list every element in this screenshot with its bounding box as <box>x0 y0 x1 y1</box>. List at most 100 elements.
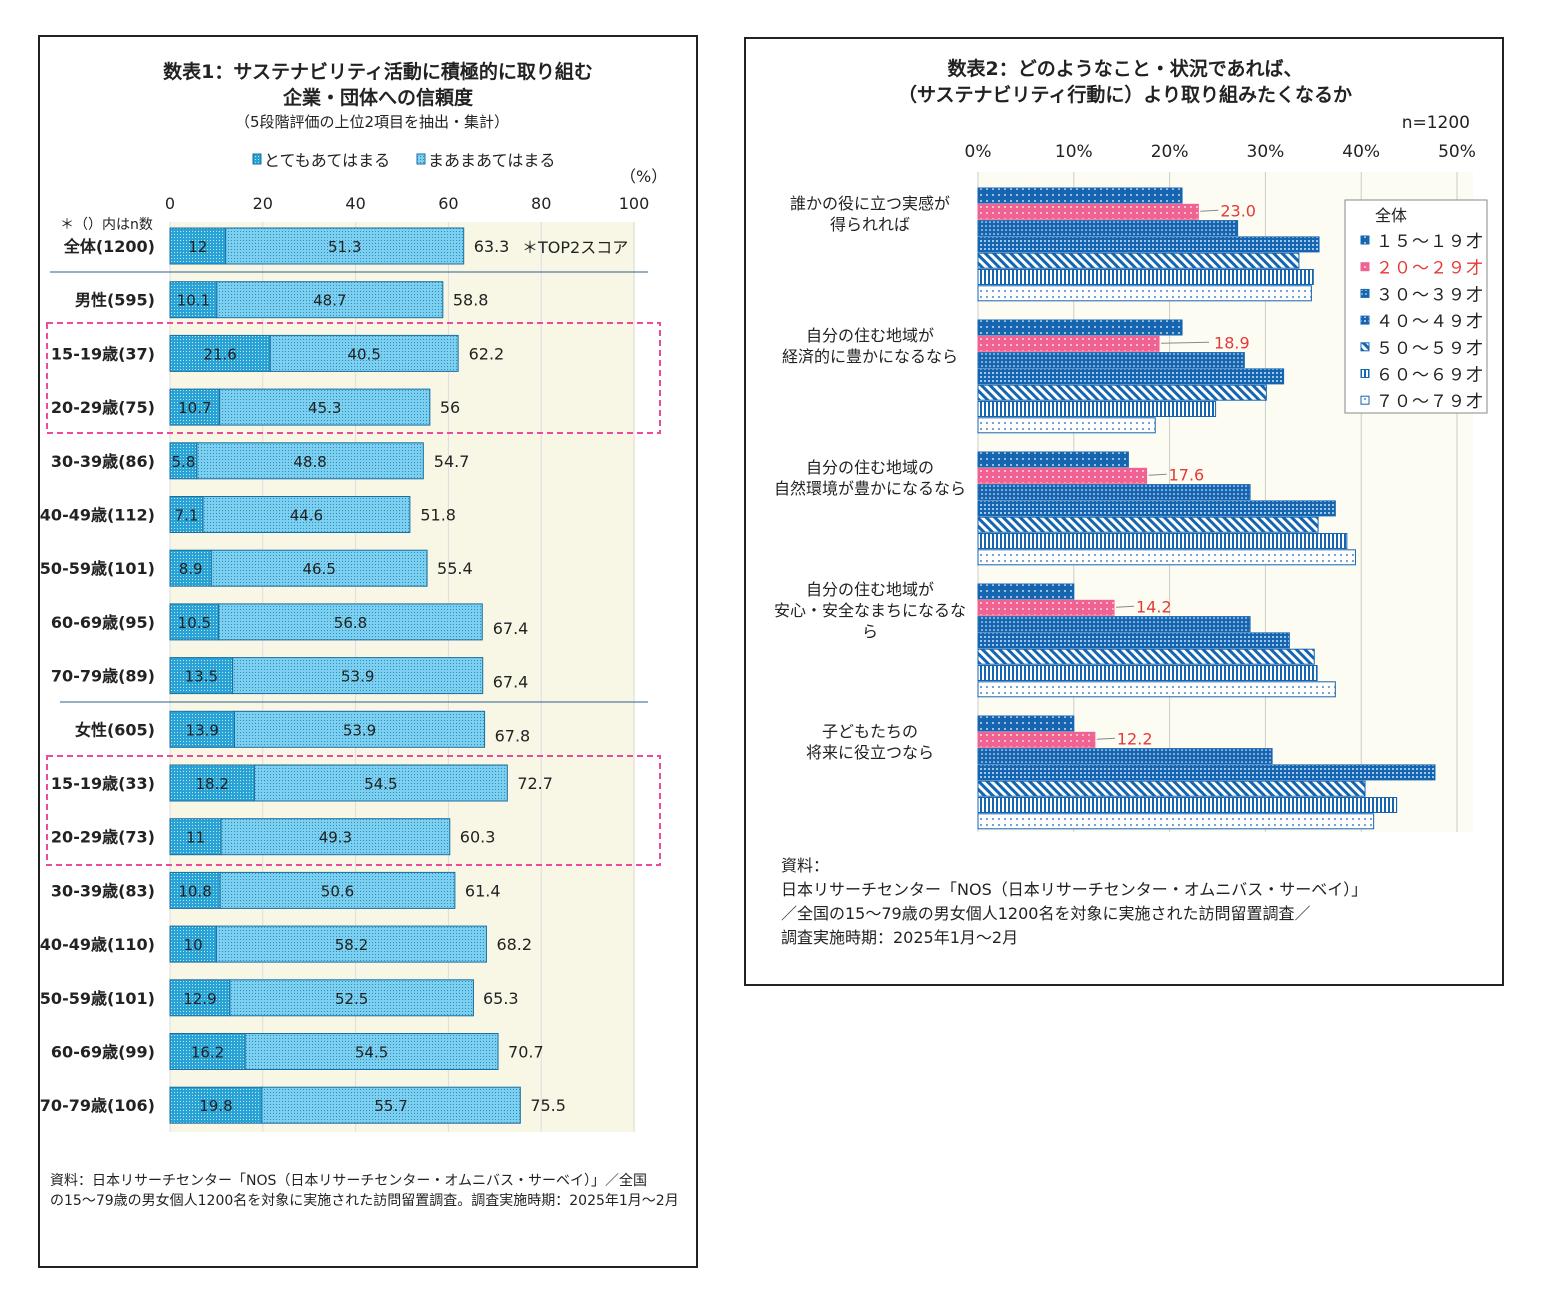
bar-segment-とてもあてはまる <box>169 227 227 265</box>
total-label: 67.8 <box>495 726 531 745</box>
total-label: 68.2 <box>496 935 532 954</box>
bar-segment-まあまあてはまる <box>233 710 486 748</box>
data-label: 12.9 <box>183 990 216 1008</box>
x-tick-label: 80 <box>531 194 551 213</box>
bar-1 <box>977 319 1183 336</box>
data-label: 19.8 <box>199 1097 232 1115</box>
data-label: 58.2 <box>335 936 368 954</box>
legend-label-1: とてもあてはまる <box>264 151 390 170</box>
total-label: 72.7 <box>517 774 553 793</box>
category-label: 自分の住む地域が安心・安全なまちになるなら <box>774 580 966 641</box>
x-tick-label: 40 <box>345 194 365 213</box>
data-label: 53.9 <box>343 721 376 739</box>
bar-1 <box>977 451 1129 468</box>
bar-segment-とてもあてはまる <box>169 496 204 533</box>
bar-2 <box>977 335 1160 352</box>
bar-segment-とてもあてはまる <box>169 764 255 802</box>
total-label: 65.3 <box>483 989 519 1008</box>
bar-segment-まあまあてはまる <box>253 764 508 802</box>
legend-swatch <box>1360 288 1370 298</box>
category-label: 子どもたちの将来に役立つなら <box>806 722 934 762</box>
bar-segment-とてもあてはまる <box>169 871 221 909</box>
x-tick-label: 20 <box>253 194 273 213</box>
data-label: 13.5 <box>185 668 218 686</box>
data-label: 40.5 <box>347 345 380 363</box>
category-label: 50-59歳(101) <box>40 559 155 578</box>
legend-label-2: まあまあてはまる <box>428 151 555 170</box>
legend-swatch <box>1360 395 1370 405</box>
bar-5 <box>977 516 1319 533</box>
data-label: 7.1 <box>175 507 199 525</box>
data-label: 21.6 <box>203 345 236 363</box>
bar-segment-とてもあてはまる <box>169 657 234 695</box>
data-label: 48.8 <box>293 453 326 471</box>
data-label: 12 <box>188 238 207 256</box>
data-label: 45.3 <box>308 399 341 417</box>
data-label: 49.3 <box>319 829 352 847</box>
bar-1 <box>977 187 1183 204</box>
data-label: 5.8 <box>172 453 196 471</box>
category-label: 20-29歳(73) <box>51 828 155 847</box>
category-label: 40-49歳(110) <box>40 935 155 954</box>
bar-7 <box>977 417 1156 434</box>
data-label: 10 <box>184 936 203 954</box>
data-label: 44.6 <box>290 507 323 525</box>
data-label: 11 <box>186 829 205 847</box>
x-tick-label: 20% <box>1151 142 1189 162</box>
unit-label: （%） <box>620 167 667 186</box>
data-label: 10.5 <box>178 614 211 632</box>
bar-3 <box>977 748 1273 765</box>
category-label: 50-59歳(101) <box>40 989 155 1008</box>
chart1-source: 資料：日本リサーチセンター「NOS（日本リサーチセンター・オムニバス・サーベイ）… <box>50 1172 679 1209</box>
leader-line <box>1161 341 1210 344</box>
bar-segment-まあまあてはまる <box>225 227 465 265</box>
total-label: 70.7 <box>508 1043 544 1062</box>
bar-segment-まあまあてはまる <box>196 442 424 480</box>
total-label: 54.7 <box>434 452 470 471</box>
bar-7 <box>977 681 1336 698</box>
legend-swatch <box>1360 262 1370 272</box>
bar-segment-まあまあてはまる <box>219 388 431 426</box>
leader-line <box>1200 209 1219 212</box>
bar-7 <box>977 285 1312 302</box>
data-label: 52.5 <box>335 990 368 1008</box>
x-tick-label: 0 <box>165 194 175 213</box>
bar-7 <box>977 549 1356 566</box>
bar-4 <box>977 500 1336 517</box>
category-label: 30-39歳(83) <box>51 881 155 900</box>
leader-line <box>1148 473 1167 476</box>
legend-swatch <box>1360 315 1370 325</box>
x-tick-label: 10% <box>1055 142 1093 162</box>
legend-swatch-1 <box>252 153 262 165</box>
bar-5 <box>977 384 1267 401</box>
total-label: 55.4 <box>437 559 473 578</box>
data-label: 16.2 <box>191 1044 224 1062</box>
bar-segment-まあまあてはまる <box>269 334 459 372</box>
data-label: 51.3 <box>328 238 361 256</box>
data-label: 18.2 <box>196 775 229 793</box>
data-label: 50.6 <box>321 882 354 900</box>
bar-4 <box>977 764 1436 781</box>
x-tick-label: 60 <box>438 194 458 213</box>
category-label: 自分の住む地域の自然環境が豊かになるなら <box>774 458 966 498</box>
bar-5 <box>977 252 1300 269</box>
data-label: 14.2 <box>1136 597 1172 616</box>
bar-segment-まあまあてはまる <box>210 549 428 587</box>
total-label: 58.8 <box>453 291 489 310</box>
category-label: 全体(1200) <box>63 237 155 256</box>
bar-segment-とてもあてはまる <box>169 979 231 1017</box>
legend-label: ４０～４９才 <box>1376 312 1484 332</box>
data-label: 46.5 <box>302 560 335 578</box>
category-label: 70-79歳(89) <box>51 667 155 686</box>
bar-3 <box>977 616 1251 633</box>
leader-line <box>1096 737 1115 740</box>
bar-segment-まあまあてはまる <box>215 925 487 963</box>
leader-line <box>1116 605 1135 608</box>
n-note: ＊（）内はn数 <box>60 217 153 233</box>
data-label: 10.7 <box>178 399 211 417</box>
category-label: 自分の住む地域が経済的に豊かになるなら <box>782 326 958 366</box>
legend-swatch <box>1360 342 1370 352</box>
total-label: 51.8 <box>420 506 456 525</box>
total-note: ＊TOP2スコア <box>522 238 628 257</box>
